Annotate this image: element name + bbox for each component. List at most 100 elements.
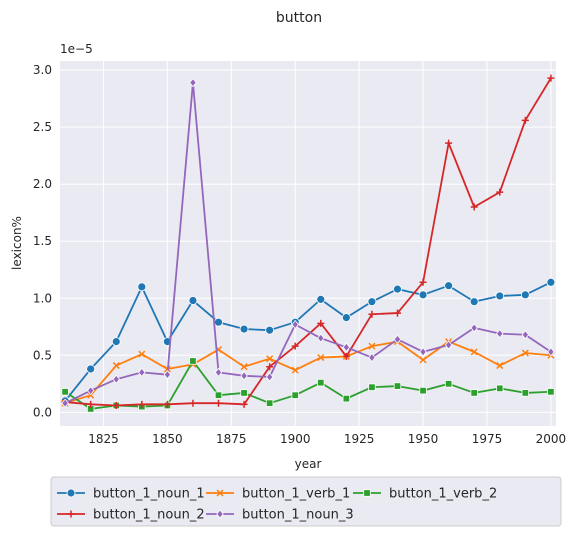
data-point [214,317,223,327]
y-tick-label: 1.0 [33,291,52,305]
data-point [317,354,325,362]
data-point [189,357,197,365]
data-point [240,400,248,408]
x-tick-label: 1875 [216,432,247,446]
data-point [266,363,274,371]
data-point [470,389,478,397]
data-point [496,384,504,393]
data-point [419,278,427,286]
data-point [444,340,453,350]
x-axis-label: year [295,457,322,471]
data-point [239,324,249,334]
legend-marker [66,488,76,498]
data-point [342,394,351,403]
data-point [470,323,478,333]
data-point [265,325,275,335]
data-point [342,342,351,352]
data-point [111,337,121,346]
data-point [214,391,223,399]
legend-label: button_1_noun_3 [242,508,354,523]
data-point [291,342,299,350]
x-tick-label: 1925 [344,432,375,446]
data-point [445,139,453,147]
data-point [419,347,427,357]
data-point [546,277,556,287]
series-button_1_noun_2 [61,74,555,409]
y-tick-label: 3.0 [33,63,52,77]
data-point [163,400,171,408]
series-layer [60,74,556,413]
data-point [112,362,120,370]
data-point [341,313,351,323]
y-tick-label: 0.5 [33,348,52,362]
plot-background [60,61,556,426]
data-point [215,399,223,407]
data-point [214,367,223,378]
data-point [291,319,299,330]
legend-item: button_1_noun_3 [206,508,354,523]
legend-label: button_1_verb_1 [242,487,350,502]
data-point [138,400,146,408]
data-point [444,281,454,291]
data-point [316,294,326,304]
data-point [521,349,529,357]
data-point [291,366,299,374]
data-point [265,399,274,407]
x-tick-label: 1900 [280,432,311,446]
legend-item: button_1_noun_1 [57,487,205,502]
data-point [163,370,172,380]
data-point [240,371,248,381]
data-point [496,362,504,370]
data-point [547,388,555,396]
data-point [470,203,478,211]
legend-label: button_1_noun_2 [93,508,205,523]
data-point [520,290,530,300]
data-point [547,74,555,82]
data-point [496,188,504,196]
data-point [367,297,377,307]
data-point [419,356,427,364]
data-point [418,290,428,300]
data-point [368,310,376,318]
data-point [317,333,325,343]
data-point [469,297,479,307]
data-point [547,347,555,357]
x-tick-label: 2000 [536,432,567,446]
data-point [368,383,376,391]
legend-marker [216,509,224,519]
data-point [137,282,147,292]
y-tick-label: 2.5 [33,120,52,134]
data-point [521,116,529,124]
legend-item: button_1_verb_2 [353,487,497,502]
y-tick-label: 2.0 [33,177,52,191]
series-line [64,360,551,410]
data-point [86,386,95,396]
data-point [189,399,197,407]
data-point [240,363,248,371]
data-point [138,367,146,378]
chart-title: button [276,10,322,26]
legend: button_1_noun_1 button_1_verb_1 button_1_v… [50,476,562,527]
data-point [393,309,401,317]
data-point [393,334,402,344]
data-point [495,291,505,301]
data-point [138,350,146,358]
grid [60,61,556,426]
data-point [444,380,453,388]
series-line [64,281,552,402]
data-point [61,398,69,408]
data-point [393,382,402,390]
legend-marker [216,489,224,497]
y-scale-note: 1e−5 [60,42,93,56]
legend-marker [67,510,75,518]
data-point [317,378,325,387]
data-point [87,400,95,408]
legend-marker [363,489,371,497]
data-point [521,389,530,397]
data-point [317,319,325,327]
x-tick-label: 1825 [88,432,119,446]
series-line [64,340,551,405]
data-point [240,389,248,397]
data-point [61,388,69,396]
